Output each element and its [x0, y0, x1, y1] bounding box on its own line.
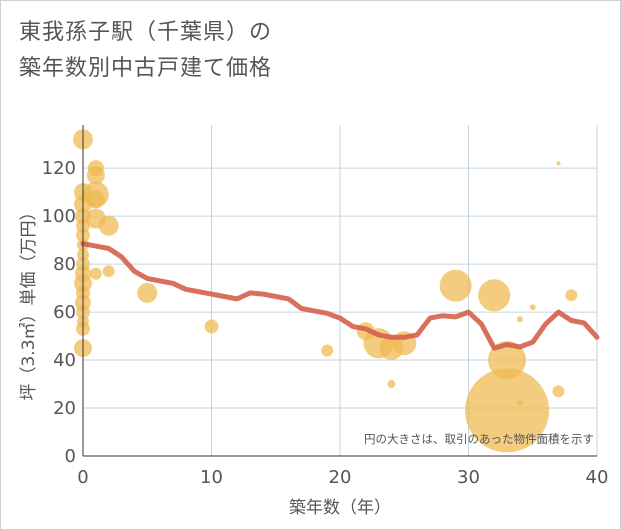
trend-line-layer: [80, 241, 600, 351]
y-tick-label: 100: [42, 206, 76, 227]
bubble-layer: [73, 129, 578, 453]
x-tick-label: 0: [77, 467, 88, 488]
trend-line: [80, 241, 600, 351]
data-bubble: [102, 265, 115, 278]
data-bubble: [89, 267, 102, 280]
y-tick-label: 120: [42, 158, 76, 179]
data-bubble: [86, 166, 105, 185]
data-bubble: [321, 344, 334, 357]
data-bubble: [137, 282, 158, 303]
chart-title-line2: 築年数別中古戸建て価格: [19, 56, 273, 81]
data-bubble: [387, 380, 396, 389]
chart-title-line1: 東我孫子駅（千葉県）の: [19, 20, 273, 45]
y-tick-label: 60: [53, 302, 76, 323]
data-bubble: [556, 161, 561, 166]
data-bubble: [204, 319, 219, 334]
chart-title: 東我孫子駅（千葉県）の 築年数別中古戸建て価格: [19, 15, 272, 87]
y-tick-label: 40: [53, 350, 76, 371]
data-bubble: [439, 269, 472, 302]
x-tick-label: 30: [457, 467, 480, 488]
data-bubble: [98, 215, 119, 236]
x-axis-title: 築年数（年）: [289, 498, 391, 518]
y-tick-label: 20: [53, 398, 76, 419]
data-bubble: [478, 279, 511, 312]
x-tick-label: 10: [200, 467, 223, 488]
y-axis-title: 坪（3.3㎡）単価（万円）: [19, 203, 39, 400]
axis-layer: 0 10 20 30 40 0 20 40 60 80 100 120: [42, 125, 609, 488]
data-bubble: [552, 385, 565, 398]
data-bubble: [516, 400, 523, 407]
x-tick-label: 20: [329, 467, 352, 488]
x-tick-label: 40: [586, 467, 609, 488]
data-bubble: [565, 289, 578, 302]
y-tick-label: 80: [53, 254, 76, 275]
bubble-size-note: 円の大きさは、取引のあった物件面積を示す: [364, 432, 594, 446]
data-bubble: [465, 368, 550, 453]
data-bubble: [516, 316, 523, 323]
y-tick-label: 0: [65, 446, 76, 467]
data-bubble: [86, 190, 105, 209]
data-bubble: [529, 304, 536, 311]
